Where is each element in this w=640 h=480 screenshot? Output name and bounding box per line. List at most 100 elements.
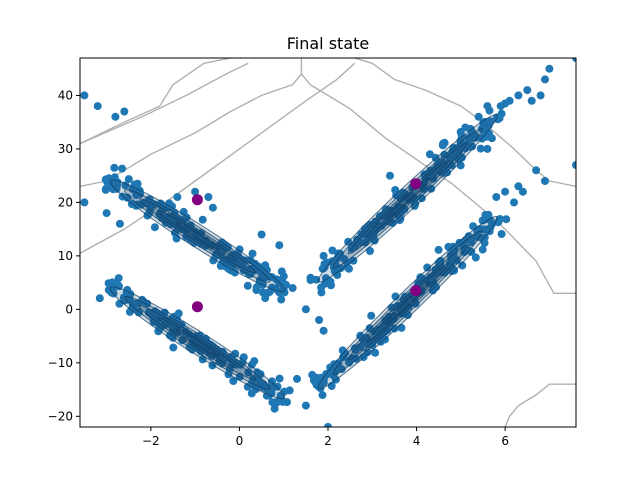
cluster-center	[191, 194, 203, 206]
data-point	[247, 360, 256, 369]
data-point	[483, 144, 492, 153]
data-point	[527, 96, 536, 105]
data-point	[386, 171, 394, 180]
density-contour	[332, 128, 483, 269]
data-point	[272, 397, 281, 406]
data-point	[102, 209, 111, 218]
density-contour	[347, 142, 468, 255]
data-point	[343, 263, 352, 272]
data-point	[301, 401, 310, 410]
y-tick-label: 30	[58, 142, 73, 156]
data-point	[80, 198, 89, 207]
data-point	[248, 249, 257, 258]
data-point	[510, 198, 518, 207]
density-contours	[109, 114, 498, 400]
data-point	[471, 253, 480, 262]
cluster-center	[410, 178, 422, 190]
cluster-center	[410, 285, 422, 297]
data-point	[416, 273, 425, 282]
data-point	[336, 249, 344, 258]
data-point	[204, 193, 213, 201]
data-point	[468, 142, 477, 151]
data-point	[337, 365, 346, 374]
data-point	[486, 216, 495, 225]
data-point	[501, 187, 510, 196]
data-point	[273, 382, 282, 391]
data-point	[483, 102, 492, 111]
data-point	[171, 229, 179, 238]
data-point	[278, 397, 287, 406]
data-point	[121, 181, 130, 190]
density-contour	[124, 295, 271, 390]
data-point	[497, 230, 506, 238]
data-point	[572, 161, 576, 169]
data-point	[277, 295, 286, 304]
data-point	[514, 182, 523, 191]
boundary-line	[300, 58, 576, 294]
data-point	[351, 346, 360, 355]
data-point	[532, 166, 541, 175]
data-point	[198, 215, 207, 224]
cluster-boundaries	[80, 58, 576, 427]
data-point	[367, 311, 376, 320]
data-point	[478, 245, 487, 254]
density-contour	[138, 198, 257, 274]
boundary-line	[80, 62, 356, 254]
density-contour	[175, 328, 220, 358]
data-point	[120, 107, 129, 116]
data-point	[104, 279, 113, 288]
data-point	[308, 370, 317, 379]
x-tick-label: −2	[142, 434, 160, 448]
data-point	[391, 292, 400, 301]
density-contour	[332, 230, 483, 376]
data-point	[306, 276, 315, 284]
data-point	[357, 230, 366, 239]
data-point	[173, 193, 182, 201]
data-point	[448, 249, 457, 258]
data-point	[494, 218, 503, 227]
data-point	[434, 245, 443, 254]
data-point	[186, 235, 195, 244]
cluster-center	[191, 301, 203, 313]
data-point	[390, 324, 399, 333]
data-point	[371, 348, 380, 357]
data-point	[439, 139, 448, 148]
data-point	[252, 286, 261, 294]
data-point	[541, 177, 549, 185]
data-point	[80, 91, 89, 100]
density-contour	[317, 215, 498, 390]
data-point	[425, 150, 434, 159]
data-point	[293, 374, 301, 383]
data-point	[257, 230, 266, 239]
data-point	[417, 194, 426, 203]
density-contour	[366, 159, 450, 238]
data-point	[476, 144, 485, 153]
y-tick-label: −10	[48, 356, 73, 370]
data-point	[363, 348, 372, 357]
data-point	[392, 191, 401, 200]
data-point	[541, 75, 549, 84]
data-point	[238, 260, 247, 269]
data-point	[113, 179, 122, 188]
cluster-centers	[191, 178, 422, 313]
data-point	[318, 391, 327, 400]
data-point	[326, 277, 335, 286]
data-point	[319, 326, 328, 335]
data-point	[301, 305, 310, 314]
data-point	[285, 386, 294, 395]
data-point	[458, 261, 467, 270]
data-point	[492, 193, 501, 201]
data-point	[275, 279, 283, 287]
data-point	[209, 256, 218, 265]
density-contour	[109, 286, 286, 400]
data-point	[262, 391, 271, 400]
density-contour	[124, 188, 271, 283]
data-point	[124, 175, 133, 184]
data-point	[111, 112, 120, 121]
y-tick-label: 20	[58, 195, 73, 209]
data-point	[95, 294, 104, 303]
density-contour	[366, 262, 450, 343]
data-point	[106, 182, 115, 191]
data-point	[338, 346, 347, 355]
